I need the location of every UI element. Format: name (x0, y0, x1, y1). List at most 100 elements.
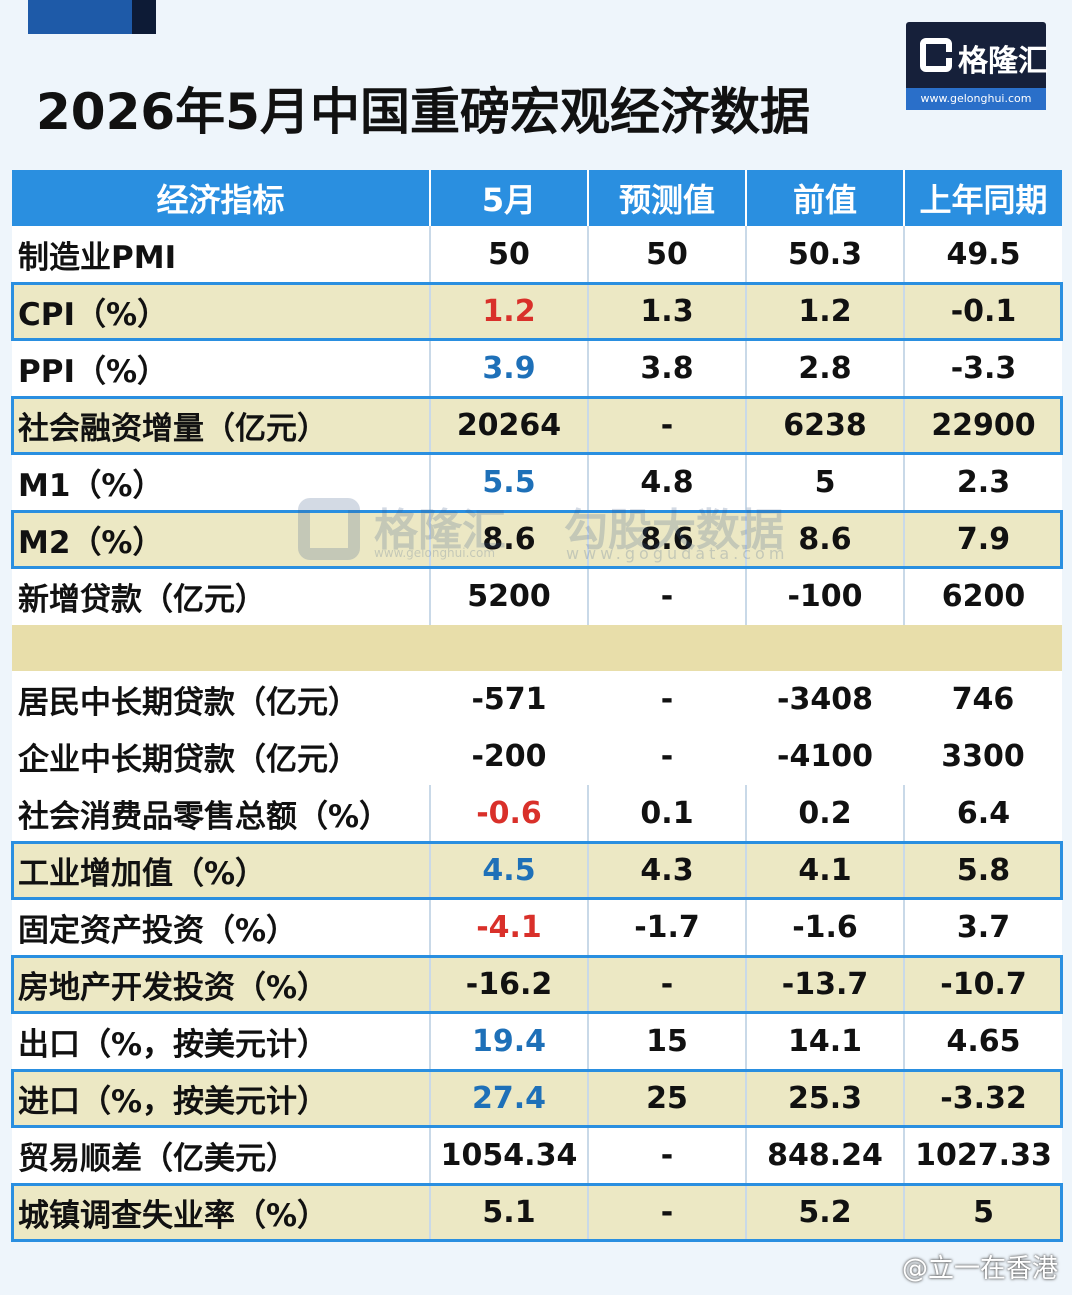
cell-previous: -3408 (746, 671, 904, 728)
cell-may: 50 (430, 226, 589, 283)
header-forecast: 预测值 (588, 170, 747, 226)
table-row: PPI（%） 3.9 3.8 2.8 -3.3 (12, 340, 1062, 397)
cell-may: 8.6 (430, 511, 589, 568)
cell-forecast: 15 (588, 1013, 747, 1070)
cell-may: 5.5 (430, 454, 589, 511)
cell-forecast: - (588, 568, 747, 625)
cell-forecast: - (588, 397, 747, 454)
cell-may: 27.4 (430, 1070, 589, 1127)
cell-may: -0.6 (430, 785, 589, 842)
row-label: 城镇调查失业率（%） (12, 1184, 431, 1241)
row-label (12, 625, 430, 671)
row-label: 房地产开发投资（%） (12, 956, 431, 1013)
cell-last-year: 6.4 (904, 785, 1062, 842)
logo-url: www.gelonghui.com (906, 88, 1046, 110)
row-label: 出口（%，按美元计） (12, 1013, 431, 1070)
row-label: 工业增加值（%） (12, 842, 431, 899)
header-last-year: 上年同期 (904, 170, 1062, 226)
logo-g-icon (920, 38, 952, 72)
cell-forecast: - (588, 728, 746, 785)
row-label: 企业中长期贷款（亿元） (12, 728, 430, 785)
cell-last-year: 5 (904, 1184, 1062, 1241)
cell-may: 20264 (430, 397, 589, 454)
row-label: M2（%） (12, 511, 431, 568)
cell-last-year: 7.9 (904, 511, 1062, 568)
cell-previous: -1.6 (746, 899, 905, 956)
cell-last-year: 6200 (904, 568, 1062, 625)
cell-may: 4.5 (430, 842, 589, 899)
table-row: 贸易顺差（亿美元） 1054.34-848.24 1027.33 (12, 1127, 1062, 1184)
cell-may (430, 625, 588, 671)
row-label: 居民中长期贷款（亿元） (12, 671, 430, 728)
cell-previous: 2.8 (746, 340, 905, 397)
cell-forecast: 50 (588, 226, 747, 283)
cell-previous (746, 625, 904, 671)
macro-data-table-container: 经济指标 5月 预测值 前值 上年同期 制造业PMI 50 50 50.3 49.5 CP… (11, 170, 1063, 1242)
cell-last-year: -0.1 (904, 283, 1062, 340)
top-accent-bar (28, 0, 156, 34)
cell-forecast: 1.3 (588, 283, 747, 340)
cell-last-year: 746 (904, 671, 1062, 728)
table-row: CPI（%） 1.2 1.3 1.2 -0.1 (11, 282, 1063, 341)
cell-last-year: 22900 (904, 397, 1062, 454)
cell-previous: 50.3 (746, 226, 905, 283)
weibo-handle: @立一在香港 (901, 1254, 1058, 1284)
cell-last-year: 3.7 (904, 899, 1062, 956)
cell-forecast: 4.8 (588, 454, 747, 511)
cell-forecast (588, 625, 746, 671)
cell-last-year: -3.32 (904, 1070, 1062, 1127)
cell-previous: 4.1 (746, 842, 905, 899)
header-indicator: 经济指标 (12, 170, 431, 226)
cell-last-year: 2.3 (904, 454, 1062, 511)
row-label: PPI（%） (12, 340, 431, 397)
cell-last-year: 3300 (904, 728, 1062, 785)
cell-last-year: -10.7 (904, 956, 1062, 1013)
cell-may: -571 (430, 671, 588, 728)
row-label: 社会融资增量（亿元） (12, 397, 431, 454)
table-row: 工业增加值（%） 4.5 4.3 4.1 5.8 (11, 841, 1063, 900)
table-row: 社会融资增量（亿元） 20264-6238 22900 (11, 396, 1063, 455)
table-row: 新增贷款（亿元） 5200- -100 6200 (12, 568, 1062, 625)
cell-previous: 5 (746, 454, 905, 511)
cell-previous: 1.2 (746, 283, 905, 340)
cell-may: 19.4 (430, 1013, 589, 1070)
gelonghui-logo: 格隆汇 www.gelonghui.com (906, 22, 1048, 110)
table-row: M1（%） 5.5 4.8 5 2.3 (12, 454, 1062, 511)
cell-may: 5200 (430, 568, 589, 625)
cell-previous: 848.24 (746, 1127, 905, 1184)
cell-last-year: 5.8 (904, 842, 1062, 899)
cell-forecast: - (588, 1184, 747, 1241)
table-row: 居民中长期贷款（亿元） -571- -3408 746 (12, 671, 1062, 728)
cell-forecast: 25 (588, 1070, 747, 1127)
cell-may: -16.2 (430, 956, 589, 1013)
table-row: 社会消费品零售总额（%） -0.6 0.1 0.2 6.4 (12, 785, 1062, 842)
cell-last-year: -3.3 (904, 340, 1062, 397)
cell-may: -200 (430, 728, 588, 785)
table-row: 进口（%，按美元计） 27.4 25 25.3 -3.32 (11, 1069, 1063, 1128)
cell-may: 1054.34 (430, 1127, 589, 1184)
logo-name: 格隆汇 (958, 44, 1048, 79)
cell-previous: -13.7 (746, 956, 905, 1013)
cell-may: 1.2 (430, 283, 589, 340)
cell-previous: -4100 (746, 728, 904, 785)
row-label: CPI（%） (12, 283, 431, 340)
cell-forecast: - (588, 671, 746, 728)
macro-data-table: 经济指标 5月 预测值 前值 上年同期 制造业PMI 50 50 50.3 49.5 CP… (11, 170, 1063, 1242)
table-row: 制造业PMI 50 50 50.3 49.5 (12, 226, 1062, 283)
header-previous: 前值 (746, 170, 905, 226)
cell-previous: 25.3 (746, 1070, 905, 1127)
cell-forecast: 3.8 (588, 340, 747, 397)
cell-forecast: 4.3 (588, 842, 747, 899)
cell-forecast: 0.1 (588, 785, 747, 842)
cell-forecast: -1.7 (588, 899, 747, 956)
cell-may: 5.1 (430, 1184, 589, 1241)
row-label: 进口（%，按美元计） (12, 1070, 431, 1127)
cell-last-year: 49.5 (904, 226, 1062, 283)
cell-previous: 8.6 (746, 511, 905, 568)
cell-previous: 0.2 (746, 785, 905, 842)
cell-last-year: 1027.33 (904, 1127, 1062, 1184)
table-header-row: 经济指标 5月 预测值 前值 上年同期 (12, 170, 1062, 226)
table-body: 制造业PMI 50 50 50.3 49.5 CPI（%） 1.2 1.3 1.2 -0.1 PPI… (11, 226, 1063, 1242)
table-spacer-row (12, 625, 1062, 671)
row-label: 贸易顺差（亿美元） (12, 1127, 431, 1184)
